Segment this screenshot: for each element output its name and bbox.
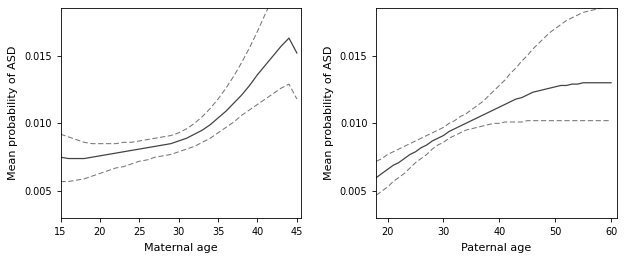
X-axis label: Maternal age: Maternal age bbox=[144, 243, 217, 253]
Y-axis label: Mean probability of ASD: Mean probability of ASD bbox=[324, 46, 334, 180]
X-axis label: Paternal age: Paternal age bbox=[461, 243, 531, 253]
Y-axis label: Mean probability of ASD: Mean probability of ASD bbox=[8, 46, 18, 180]
